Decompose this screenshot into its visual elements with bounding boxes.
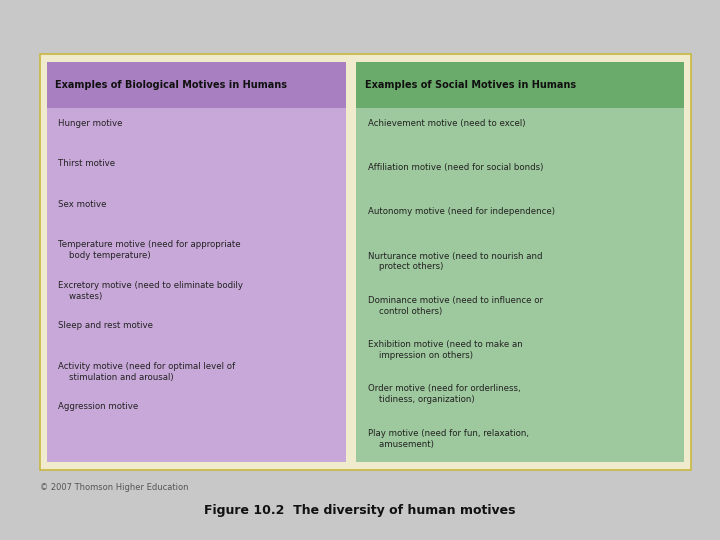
- Text: © 2007 Thomson Higher Education: © 2007 Thomson Higher Education: [40, 483, 188, 492]
- Text: Dominance motive (need to influence or
    control others): Dominance motive (need to influence or c…: [368, 296, 543, 316]
- FancyBboxPatch shape: [40, 54, 691, 470]
- Text: Exhibition motive (need to make an
    impression on others): Exhibition motive (need to make an impre…: [368, 340, 523, 360]
- Text: Autonomy motive (need for independence): Autonomy motive (need for independence): [368, 207, 555, 217]
- Text: Achievement motive (need to excel): Achievement motive (need to excel): [368, 119, 526, 128]
- Text: Sex motive: Sex motive: [58, 200, 107, 209]
- Text: Play motive (need for fun, relaxation,
    amusement): Play motive (need for fun, relaxation, a…: [368, 429, 529, 449]
- Text: Order motive (need for orderliness,
    tidiness, organization): Order motive (need for orderliness, tidi…: [368, 384, 521, 404]
- Text: Affiliation motive (need for social bonds): Affiliation motive (need for social bond…: [368, 163, 544, 172]
- FancyBboxPatch shape: [356, 108, 684, 462]
- FancyBboxPatch shape: [356, 62, 684, 108]
- Text: Aggression motive: Aggression motive: [58, 402, 138, 411]
- FancyBboxPatch shape: [47, 62, 346, 108]
- Text: Sleep and rest motive: Sleep and rest motive: [58, 321, 153, 330]
- FancyBboxPatch shape: [47, 108, 346, 462]
- Text: Thirst motive: Thirst motive: [58, 159, 115, 168]
- Text: Examples of Social Motives in Humans: Examples of Social Motives in Humans: [365, 80, 576, 90]
- Text: Examples of Biological Motives in Humans: Examples of Biological Motives in Humans: [55, 80, 287, 90]
- Text: Figure 10.2  The diversity of human motives: Figure 10.2 The diversity of human motiv…: [204, 504, 516, 517]
- Text: Excretory motive (need to eliminate bodily
    wastes): Excretory motive (need to eliminate bodi…: [58, 281, 243, 301]
- Text: Hunger motive: Hunger motive: [58, 119, 123, 128]
- Text: Temperature motive (need for appropriate
    body temperature): Temperature motive (need for appropriate…: [58, 240, 241, 260]
- Text: Activity motive (need for optimal level of
    stimulation and arousal): Activity motive (need for optimal level …: [58, 362, 235, 382]
- Text: Nurturance motive (need to nourish and
    protect others): Nurturance motive (need to nourish and p…: [368, 252, 542, 272]
